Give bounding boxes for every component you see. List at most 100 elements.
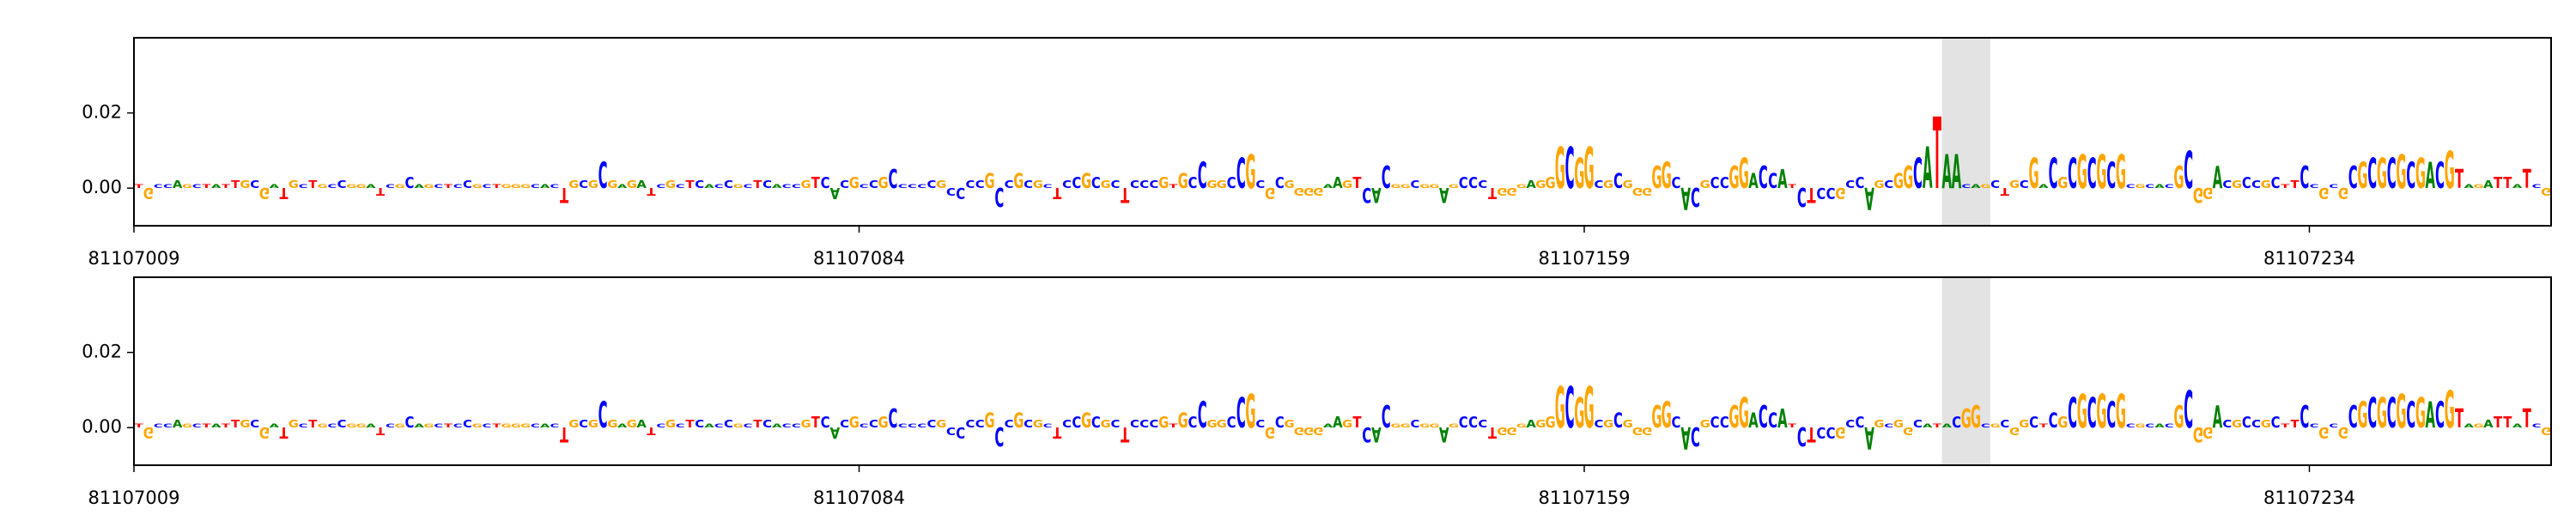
base-letter: G [2377, 391, 2387, 438]
base-letter: T [135, 183, 143, 189]
base-letter: G [1400, 422, 1411, 428]
base-letter: C [1672, 174, 1681, 192]
base-letter: C [1884, 179, 1893, 191]
x-tick-label: 81107159 [1539, 488, 1631, 508]
base-letter: C [163, 183, 173, 189]
base-letter: G [1893, 168, 1904, 193]
base-letter: C [2406, 396, 2415, 437]
base-letter: C [1768, 408, 1777, 433]
base-letter: G [423, 422, 434, 428]
base-letter: T [444, 422, 453, 428]
base-letter: C [598, 156, 608, 197]
base-letter: C [1913, 419, 1923, 431]
base-letter: C [1091, 174, 1101, 192]
base-letter: G [1651, 161, 1662, 197]
base-letter: C [695, 179, 704, 191]
base-letter: T [222, 183, 230, 189]
base-letter: C [463, 419, 472, 431]
base-letter: C [792, 422, 801, 428]
base-letter: G [2445, 380, 2455, 440]
base-letter: A [636, 179, 647, 191]
base-letter: A [830, 424, 841, 442]
base-letter: C [1759, 400, 1768, 436]
base-letter: G [1874, 419, 1884, 431]
base-letter: C [1845, 179, 1855, 191]
base-letter: G [733, 422, 744, 428]
base-letter: C [2000, 419, 2009, 431]
base-letter: G [878, 414, 889, 432]
base-letter: G [2415, 391, 2426, 438]
base-letter: T [2503, 174, 2512, 192]
base-letter: C [888, 403, 897, 433]
base-letter: C [2300, 161, 2309, 197]
base-letter: A [617, 183, 628, 189]
base-letter: T [279, 424, 289, 442]
base-letter: A [414, 183, 424, 189]
base-letter: T [2291, 179, 2300, 191]
base-letter: G [1013, 408, 1024, 433]
base-letter: C [1043, 422, 1053, 428]
base-letter: C [966, 179, 975, 191]
base-letter: G [1545, 174, 1555, 192]
base-letter: C [386, 422, 395, 428]
base-letter: C [1594, 179, 1603, 191]
base-letter: G [1662, 396, 1672, 437]
base-letter: A [1439, 183, 1449, 208]
base-letter: C [821, 174, 830, 192]
base-letter: C [1110, 419, 1120, 431]
base-letter: C [453, 183, 463, 189]
base-letter: T [2455, 403, 2464, 433]
base-letter: A [1952, 146, 1962, 200]
base-letter: G [849, 174, 860, 192]
base-letter: C [1227, 174, 1236, 192]
base-letter: C [1816, 424, 1826, 442]
base-letter: G [936, 179, 946, 191]
base-letter: C [917, 422, 927, 428]
base-letter: C [1797, 421, 1807, 451]
base-letter: C [2087, 151, 2097, 198]
base-letter: A [1923, 137, 1932, 203]
base-letter: G [2116, 385, 2126, 439]
base-letter: C [1459, 414, 1468, 432]
base-letter: G [1584, 137, 1595, 203]
base-letter: C [1005, 419, 1014, 431]
base-letter: G [1603, 419, 1613, 431]
base-letter: G [1245, 146, 1255, 200]
base-letter: C [860, 183, 869, 189]
base-letter: T [1788, 183, 1796, 189]
base-letter: C [1613, 168, 1623, 193]
base-letter: G [1961, 403, 1971, 433]
base-letter: T [492, 183, 501, 189]
base-letter: G [1449, 422, 1459, 428]
x-tick-label: 81107159 [1539, 248, 1631, 269]
base-letter: T [1807, 183, 1816, 208]
base-letter: T [376, 185, 386, 197]
base-letter: C [1720, 174, 1729, 192]
base-letter: T [1352, 174, 1362, 192]
base-letter: G [2096, 385, 2106, 439]
base-letter: C [1981, 422, 1990, 428]
base-letter: G [2396, 146, 2406, 200]
base-letter: G [2202, 424, 2213, 442]
base-letter: C [434, 422, 443, 428]
base-letter: G [1101, 419, 1111, 431]
base-letter: T [2523, 164, 2532, 194]
base-letter: C [1072, 414, 1081, 432]
base-letter: A [173, 419, 183, 431]
base-letter: C [1565, 377, 1575, 442]
base-letter: C [1845, 419, 1855, 431]
base-letter: T [1053, 424, 1062, 442]
base-letter: C [2251, 179, 2261, 191]
base-letter: G [346, 183, 356, 189]
base-letter: T [647, 185, 656, 197]
base-letter: A [2483, 419, 2494, 431]
logo-panel: 0.00 0.02 81107009 81107084 81107159 81107234… [82, 37, 2552, 269]
base-letter: A [366, 183, 376, 189]
base-letter: C [1382, 400, 1391, 436]
base-letter: C [1198, 396, 1207, 437]
base-letter: C [1043, 183, 1053, 189]
base-letter: G [627, 179, 637, 191]
base-letter: C [1130, 179, 1139, 191]
base-letter: C [1227, 414, 1236, 432]
base-letter: C [163, 422, 173, 428]
